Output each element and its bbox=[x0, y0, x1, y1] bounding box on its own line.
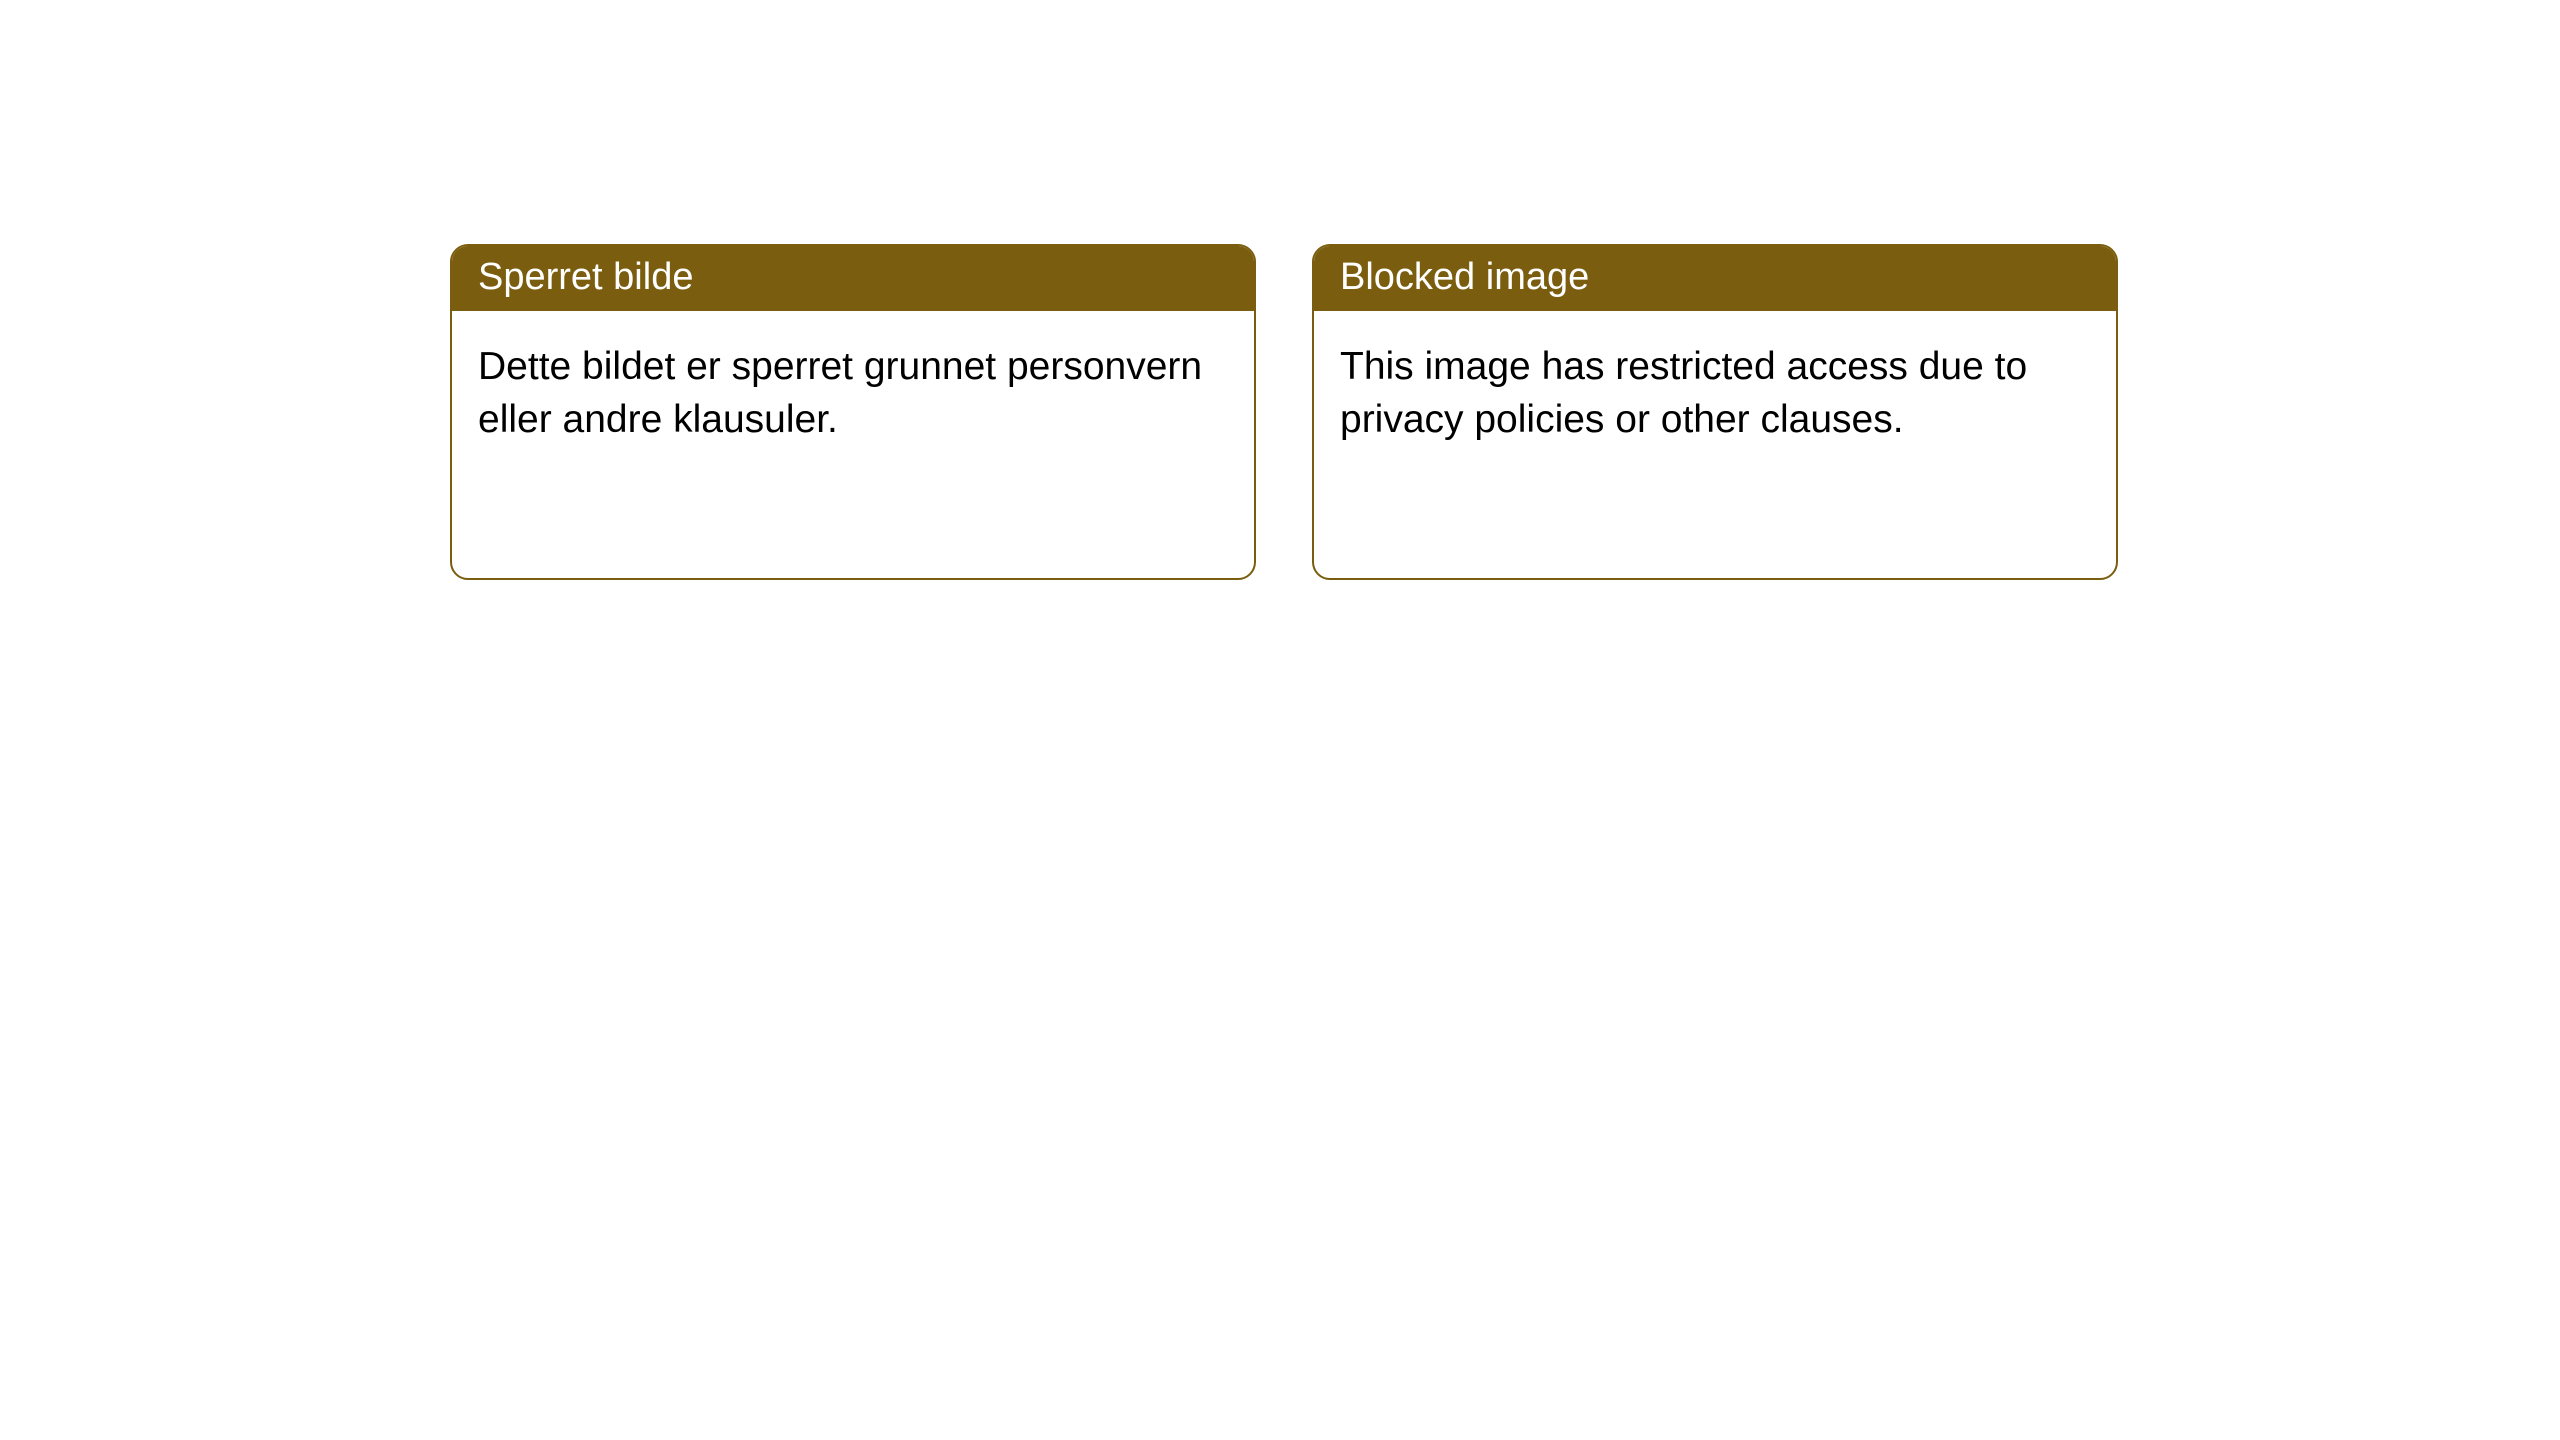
notice-card-en: Blocked image This image has restricted … bbox=[1312, 244, 2118, 580]
notice-card-title: Sperret bilde bbox=[452, 246, 1254, 311]
notice-card-body: Dette bildet er sperret grunnet personve… bbox=[452, 311, 1254, 476]
notice-card-title: Blocked image bbox=[1314, 246, 2116, 311]
notice-card-body: This image has restricted access due to … bbox=[1314, 311, 2116, 476]
notice-card-no: Sperret bilde Dette bildet er sperret gr… bbox=[450, 244, 1256, 580]
notice-container: Sperret bilde Dette bildet er sperret gr… bbox=[0, 0, 2560, 580]
